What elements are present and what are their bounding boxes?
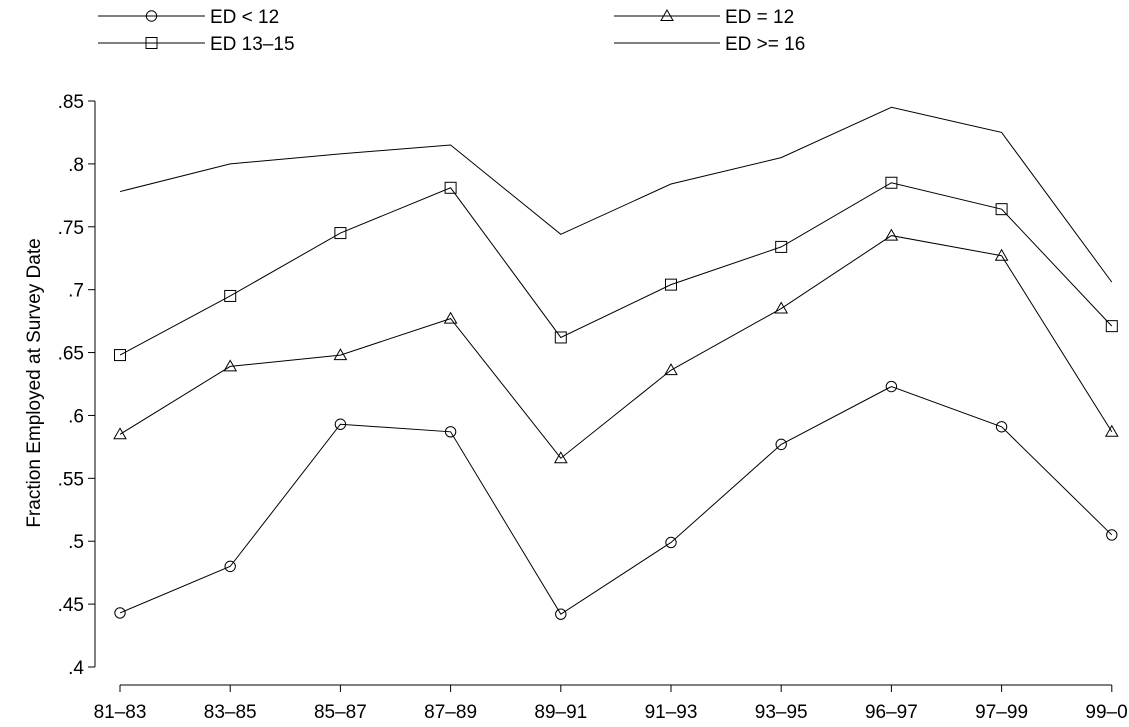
- series-3-point: [224, 289, 237, 302]
- x-tick-label: 93–95: [755, 702, 808, 723]
- series-3: [114, 176, 1118, 362]
- series-1: [114, 380, 1118, 620]
- legend-label: ED = 12: [725, 7, 794, 28]
- series-2-point: [1104, 424, 1119, 437]
- series-4-line: [119, 106, 1113, 283]
- series-2-point: [994, 248, 1009, 261]
- series-2-line: [119, 235, 1113, 459]
- legend-label: ED 13–15: [210, 34, 295, 55]
- series-3-point: [995, 203, 1008, 216]
- y-axis: .4 .45 .5 .55 .6 .65 .7 .75 .8 .85: [58, 92, 96, 679]
- series-3-point: [1105, 320, 1118, 333]
- series-1-point: [224, 560, 236, 573]
- y-axis-title: Fraction Employed at Survey Date: [24, 238, 45, 527]
- series-3-point: [775, 240, 788, 253]
- legend-item: ED >= 16: [614, 34, 805, 55]
- series-1-point: [775, 438, 787, 451]
- x-tick-label: 83–85: [204, 702, 257, 723]
- y-tick-label: .45: [58, 595, 84, 616]
- x-tick-label: 96–97: [865, 702, 918, 723]
- legend-marker: [145, 10, 158, 22]
- series-2: [113, 228, 1119, 464]
- x-tick-label: 85–87: [314, 702, 367, 723]
- series-4: [119, 106, 1113, 283]
- y-tick-label: .75: [58, 218, 84, 239]
- series-2-point: [553, 451, 568, 464]
- x-tick-label: 99–01: [1085, 702, 1129, 723]
- series-2-point: [884, 228, 899, 241]
- x-axis: 81–83 83–85 85–87 87–89 89–91 91–93 93–95 96–97…: [94, 684, 1129, 723]
- legend-label: ED < 12: [210, 7, 279, 28]
- y-tick-label: .5: [68, 532, 84, 553]
- series-1-point: [995, 421, 1008, 433]
- series-2-point: [774, 301, 789, 314]
- series-3-point: [334, 227, 347, 240]
- series-1-point: [885, 380, 898, 393]
- legend-marker: [145, 37, 158, 49]
- series-2-point: [113, 427, 127, 440]
- series-1-point: [114, 607, 126, 619]
- y-tick-label: .65: [58, 344, 84, 365]
- legend-label: ED >= 16: [725, 34, 805, 55]
- series-2-point: [443, 311, 458, 324]
- series-1-point: [334, 418, 347, 430]
- y-tick-label: .6: [68, 406, 84, 427]
- legend-item: ED 13–15: [98, 34, 295, 55]
- series-2-point: [664, 363, 678, 376]
- legend-item: ED < 12: [98, 7, 279, 28]
- legend: ED < 12 ED = 12 ED 13–15 ED >= 16: [98, 7, 805, 55]
- legend-marker: [660, 8, 674, 21]
- series-1-line: [119, 385, 1113, 615]
- y-tick-label: .7: [68, 281, 84, 302]
- x-tick-label: 97–99: [975, 702, 1028, 723]
- y-tick-label: .85: [58, 92, 84, 113]
- series-3-point: [114, 349, 126, 362]
- series-3-point: [885, 176, 898, 189]
- x-tick-label: 89–91: [534, 702, 587, 723]
- series-1-point: [444, 426, 457, 438]
- x-tick-label: 81–83: [94, 702, 147, 723]
- series-3-point: [554, 331, 567, 344]
- y-tick-label: .55: [58, 469, 84, 490]
- plot-area: [113, 106, 1119, 620]
- y-tick-label: .8: [68, 155, 84, 176]
- legend-item: ED = 12: [614, 7, 794, 28]
- series-2-point: [333, 348, 348, 361]
- series-1-point: [1106, 529, 1118, 541]
- series-3-point: [665, 278, 677, 291]
- x-tick-label: 87–89: [424, 702, 477, 723]
- series-3-line: [119, 182, 1113, 356]
- x-tick-label: 91–93: [645, 702, 698, 723]
- series-1-point: [665, 536, 677, 549]
- series-3-point: [444, 181, 457, 194]
- y-tick-label: .4: [68, 658, 84, 679]
- series-1-point: [555, 608, 567, 620]
- series-2-point: [223, 359, 238, 372]
